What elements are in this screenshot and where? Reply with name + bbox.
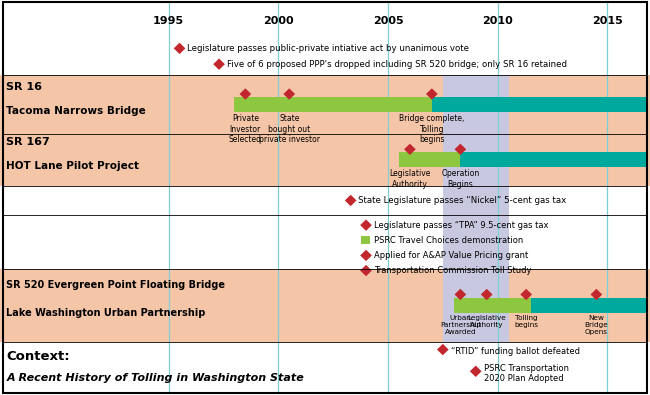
Text: Legislative
Authority: Legislative Authority (389, 169, 430, 189)
Polygon shape (470, 366, 482, 377)
Polygon shape (360, 220, 372, 231)
Bar (0, 0, 650, 41)
Polygon shape (360, 265, 372, 276)
Polygon shape (520, 289, 532, 300)
Bar (432, 97, 647, 112)
Bar (235, 97, 432, 112)
Bar (0, 41, 650, 75)
Bar (0, 342, 650, 395)
Text: State Legislature passes “Nickel” 5-cent gas tax: State Legislature passes “Nickel” 5-cent… (358, 196, 567, 205)
Text: State
bought out
private investor: State bought out private investor (259, 114, 320, 144)
Text: Five of 6 proposed PPP's dropped including SR 520 bridge; only SR 16 retained: Five of 6 proposed PPP's dropped includi… (227, 60, 567, 69)
Bar (460, 152, 647, 167)
Bar (361, 236, 370, 244)
Text: Lake Washington Urban Partnership: Lake Washington Urban Partnership (6, 308, 206, 318)
Text: SR 16: SR 16 (6, 82, 42, 92)
Text: “RTID” funding ballot defeated: “RTID” funding ballot defeated (450, 347, 580, 356)
Polygon shape (283, 88, 295, 100)
Bar (530, 298, 647, 313)
Polygon shape (174, 43, 185, 54)
Text: Tolling
begins: Tolling begins (514, 314, 538, 327)
Bar (0, 269, 650, 342)
Polygon shape (454, 144, 466, 155)
Polygon shape (454, 289, 466, 300)
Polygon shape (360, 250, 372, 261)
Text: SR 167: SR 167 (6, 137, 50, 147)
Text: Legislative
Authority: Legislative Authority (467, 314, 506, 327)
Text: Transportation Commission Toll Study: Transportation Commission Toll Study (374, 266, 531, 275)
Text: 2015: 2015 (592, 16, 623, 26)
Polygon shape (590, 289, 602, 300)
Bar (0, 134, 650, 186)
Polygon shape (481, 289, 493, 300)
Text: SR 520 Evergreen Point Floating Bridge: SR 520 Evergreen Point Floating Bridge (6, 280, 226, 290)
Text: Private
Investor
Selected: Private Investor Selected (229, 114, 262, 144)
Text: Legislature passes public-private intiative act by unanimous vote: Legislature passes public-private intiat… (187, 44, 469, 53)
Text: PSRC Transportation
2020 Plan Adopted: PSRC Transportation 2020 Plan Adopted (484, 363, 569, 383)
Text: 1995: 1995 (153, 16, 184, 26)
Text: New
Bridge
Opens: New Bridge Opens (584, 314, 608, 335)
Polygon shape (404, 144, 416, 155)
Text: Legislature passes “TPA” 9.5-cent gas tax: Legislature passes “TPA” 9.5-cent gas ta… (374, 221, 549, 229)
Bar (399, 152, 460, 167)
Text: A Recent History of Tolling in Washington State: A Recent History of Tolling in Washingto… (6, 373, 304, 383)
Bar (443, 75, 508, 342)
Text: Urban
Partnership
Awarded: Urban Partnership Awarded (440, 314, 481, 335)
Polygon shape (344, 195, 356, 206)
Text: Operation
Begins: Operation Begins (441, 169, 480, 189)
Text: Bridge complete,
Tolling
begins: Bridge complete, Tolling begins (399, 114, 465, 144)
Polygon shape (239, 88, 251, 100)
Text: PSRC Travel Choices demonstration: PSRC Travel Choices demonstration (374, 236, 523, 245)
Text: Applied for A&AP Value Pricing grant: Applied for A&AP Value Pricing grant (374, 251, 528, 260)
Polygon shape (213, 58, 225, 70)
Text: 2010: 2010 (482, 16, 513, 26)
Bar (454, 298, 530, 313)
Text: 2000: 2000 (263, 16, 294, 26)
Text: Tacoma Narrows Bridge: Tacoma Narrows Bridge (6, 105, 146, 116)
Text: HOT Lane Pilot Project: HOT Lane Pilot Project (6, 161, 140, 171)
Bar (0, 75, 650, 134)
Bar (0, 186, 650, 215)
Text: Context:: Context: (6, 350, 70, 363)
Bar (0, 215, 650, 269)
Polygon shape (426, 88, 437, 100)
Polygon shape (437, 344, 448, 355)
Text: 2005: 2005 (372, 16, 403, 26)
